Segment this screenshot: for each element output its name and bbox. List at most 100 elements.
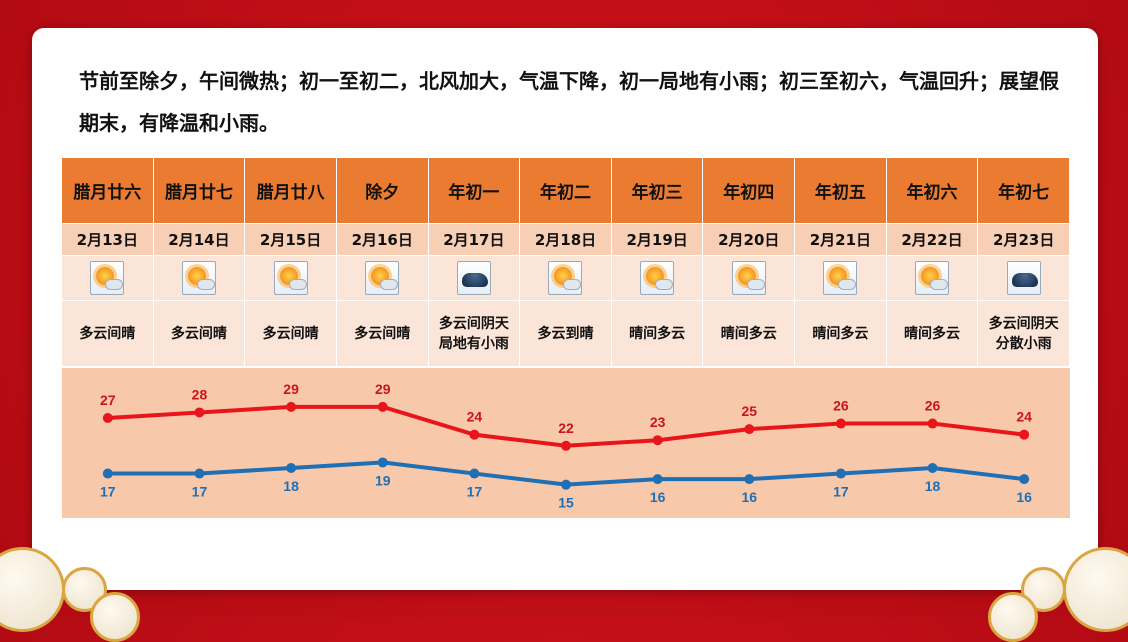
- lunar-date-header: 年初五: [795, 158, 887, 223]
- low-temp-point: [194, 468, 205, 479]
- high-temp-point: [835, 418, 846, 429]
- date-cell: 2月23日: [978, 223, 1070, 255]
- date-cell: 2月16日: [336, 223, 429, 255]
- lunar-date-header: 年初三: [611, 158, 704, 223]
- low-temp-point: [286, 463, 297, 473]
- lunar-date-header: 年初四: [703, 158, 796, 223]
- description-line: 分散小雨: [995, 335, 1052, 352]
- low-temp-point: [652, 474, 663, 485]
- lunar-date-header: 年初一: [428, 158, 521, 223]
- date-cell: 2月22日: [886, 223, 979, 255]
- weather-icon-cell: [336, 255, 429, 300]
- dark-cloud-icon: [1006, 261, 1041, 295]
- partly-sunny-icon: [365, 261, 400, 295]
- date-cell: 2月21日: [795, 223, 887, 255]
- date-cell: 2月20日: [703, 223, 796, 255]
- date-cell: 2月15日: [245, 223, 337, 255]
- partly-sunny-icon: [181, 261, 216, 295]
- low-temp-label: 16: [741, 489, 757, 505]
- description-line: 多云间阴天: [988, 315, 1059, 332]
- partly-sunny-icon: [548, 261, 583, 295]
- high-temp-label: 29: [283, 381, 299, 397]
- high-temp-point: [744, 424, 755, 435]
- cloud-decoration-left: [0, 547, 220, 642]
- low-temp-label: 16: [1016, 489, 1032, 505]
- lunar-date-header: 腊月廿七: [153, 158, 246, 223]
- description-line: 多云间晴: [79, 325, 136, 342]
- low-temp-point: [927, 463, 938, 473]
- partly-sunny-icon: [90, 261, 125, 295]
- high-temp-label: 26: [925, 398, 941, 414]
- weather-description: 多云间晴: [245, 300, 337, 366]
- date-cell: 2月14日: [153, 223, 246, 255]
- description-line: 多云到晴: [537, 325, 594, 342]
- weather-description: 多云间阴天局地有小雨: [428, 300, 521, 366]
- low-temp-label: 16: [650, 489, 666, 505]
- high-temp-point: [561, 440, 571, 451]
- forecast-summary: 节前至除夕，午间微热；初一至初二，北风加大，气温下降，初一局地有小雨；初三至初六…: [79, 69, 1059, 135]
- low-temp-point: [835, 468, 846, 479]
- date-cell: 2月13日: [62, 223, 154, 255]
- low-temp-point: [561, 479, 571, 490]
- low-temp-point: [744, 474, 755, 485]
- partly-sunny-icon: [823, 261, 858, 295]
- forecast-table: 腊月廿六 腊月廿七 腊月廿八 除夕 年初一 年初二 年初三 年初四 年初五 年初六 年初七 2月13日…: [62, 158, 1070, 366]
- description-line: 晴间多云: [720, 325, 777, 342]
- weather-icon-cell: [153, 255, 246, 300]
- low-temp-label: 18: [925, 478, 941, 494]
- weather-icon-cell: [520, 255, 612, 300]
- high-temp-label: 26: [833, 398, 849, 414]
- weather-icon-cell: [703, 255, 796, 300]
- description-line: 局地有小雨: [438, 335, 509, 352]
- lunar-date-header: 年初二: [520, 158, 612, 223]
- weather-icon-cell: [611, 255, 704, 300]
- high-temp-label: 27: [100, 392, 116, 408]
- partly-sunny-icon: [273, 261, 308, 295]
- high-temp-point: [102, 413, 113, 423]
- temperature-chart: 27 28 29 29 24 22 23 25 26 26 24 17 17 18 19 17 15 16 16 17…: [62, 368, 1070, 518]
- description-line: 多云间阴天: [438, 315, 509, 332]
- high-temp-point: [469, 429, 480, 440]
- lunar-date-header: 腊月廿六: [62, 158, 154, 223]
- dark-cloud-icon: [456, 261, 491, 295]
- high-temp-label: 28: [192, 386, 208, 402]
- date-cell: 2月19日: [611, 223, 704, 255]
- weather-icon-cell: [886, 255, 979, 300]
- lunar-date-header: 腊月廿八: [245, 158, 337, 223]
- high-temp-label: 22: [558, 420, 574, 436]
- description-line: 晴间多云: [904, 325, 961, 342]
- lunar-date-header: 除夕: [336, 158, 429, 223]
- high-temp-point: [286, 401, 297, 412]
- high-temp-label: 29: [375, 381, 391, 397]
- low-temp-label: 19: [375, 472, 391, 488]
- low-temp-point: [1019, 474, 1030, 485]
- low-temp-label: 18: [283, 478, 299, 494]
- lunar-date-header: 年初七: [978, 158, 1070, 223]
- high-temp-point: [194, 407, 205, 418]
- weather-description: 晴间多云: [703, 300, 796, 366]
- weather-description: 多云间晴: [62, 300, 154, 366]
- high-temp-point: [1019, 429, 1030, 440]
- weather-description: 晴间多云: [611, 300, 704, 366]
- high-temp-point: [927, 418, 938, 429]
- cloud-decoration-right: [908, 547, 1128, 642]
- weather-description: 多云到晴: [520, 300, 612, 366]
- low-temp-label: 17: [192, 484, 208, 500]
- weather-description: 晴间多云: [886, 300, 979, 366]
- weather-description: 多云间晴: [336, 300, 429, 366]
- weather-icon-cell: [978, 255, 1070, 300]
- partly-sunny-icon: [915, 261, 950, 295]
- partly-sunny-icon: [640, 261, 675, 295]
- low-temp-label: 17: [100, 484, 116, 500]
- description-line: 多云间晴: [262, 325, 319, 342]
- description-line: 多云间晴: [170, 325, 227, 342]
- low-temp-point: [469, 468, 480, 479]
- weather-description: 晴间多云: [795, 300, 887, 366]
- weather-icon-cell: [795, 255, 887, 300]
- low-temp-point: [102, 468, 113, 479]
- low-temp-label: 17: [833, 484, 849, 500]
- weather-description: 多云间阴天 分散小雨: [978, 300, 1070, 366]
- high-temp-label: 24: [467, 409, 483, 425]
- high-temp-point: [377, 401, 388, 412]
- weather-icon-cell: [62, 255, 154, 300]
